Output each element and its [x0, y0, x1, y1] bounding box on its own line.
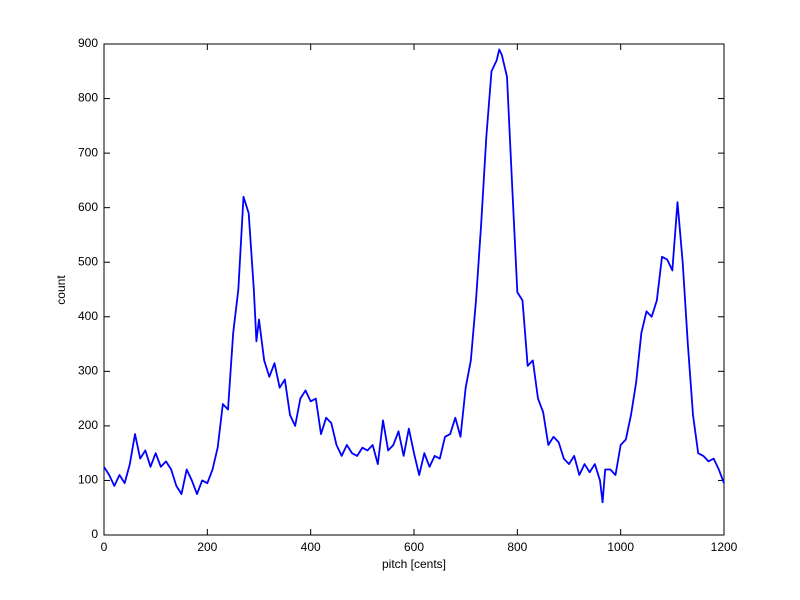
x-tick-label: 1200: [711, 540, 738, 554]
y-tick-label: 0: [91, 527, 98, 541]
y-tick-label: 700: [78, 145, 98, 159]
x-axis-label: pitch [cents]: [382, 557, 446, 571]
x-tick-label: 600: [404, 540, 424, 554]
x-tick-label: 400: [301, 540, 321, 554]
data-line: [103, 48, 725, 504]
y-axis-label: count: [54, 275, 68, 305]
y-tick-label: 300: [78, 364, 98, 378]
x-tick-label: 1000: [607, 540, 634, 554]
y-tick-label: 100: [78, 473, 98, 487]
x-tick-label: 0: [101, 540, 108, 554]
y-tick-label: 400: [78, 309, 98, 323]
plot-box: [103, 43, 725, 536]
x-tick-label: 800: [507, 540, 527, 554]
y-tick-label: 200: [78, 418, 98, 432]
y-tick-label: 500: [78, 254, 98, 268]
y-tick-label: 900: [78, 36, 98, 50]
x-tick-label: 200: [197, 540, 217, 554]
y-tick-label: 800: [78, 91, 98, 105]
y-tick-label: 600: [78, 200, 98, 214]
